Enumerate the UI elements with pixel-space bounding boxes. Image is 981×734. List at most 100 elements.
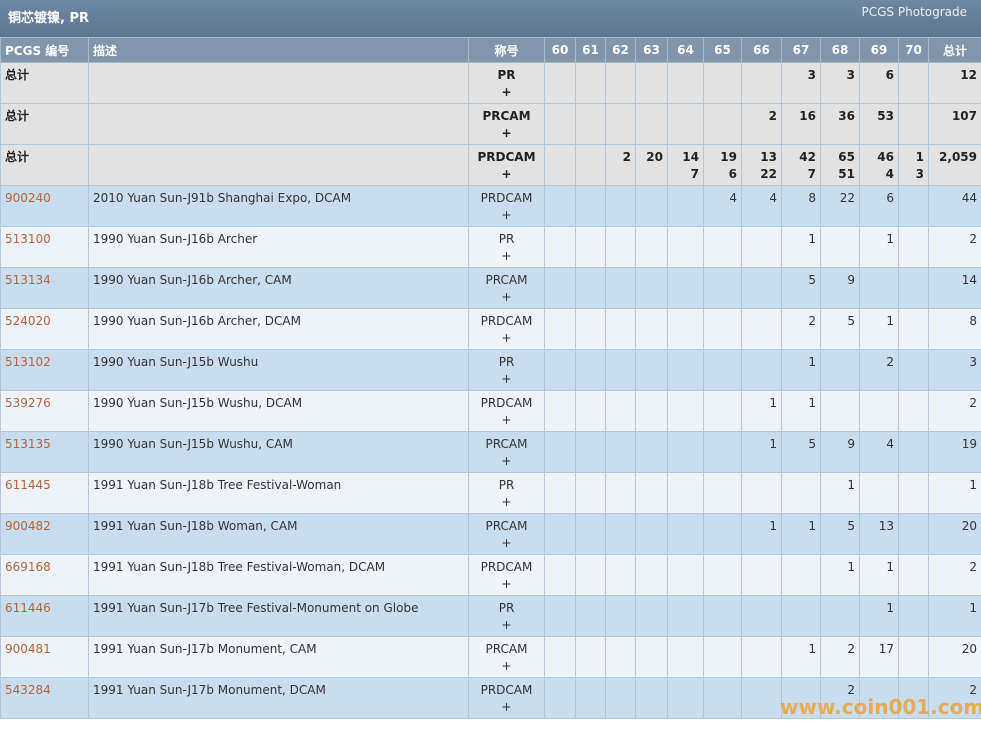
cell	[667, 554, 704, 596]
cell-text: 1990 Yuan Sun-J16b Archer, CAM	[93, 273, 292, 287]
expand-plus[interactable]: +	[501, 208, 512, 222]
expand-plus[interactable]: +	[501, 249, 512, 263]
expand-plus[interactable]: +	[501, 167, 512, 181]
cell: 5	[820, 513, 860, 555]
pcgs-number-link[interactable]: 900240	[5, 191, 51, 205]
cell: PR +	[468, 62, 545, 104]
cell-text: PR	[498, 232, 515, 246]
column-header: 描述	[88, 37, 469, 63]
grade-count: 4	[769, 191, 777, 205]
expand-plus[interactable]: +	[501, 618, 512, 632]
cell: PRDCAM +	[468, 390, 545, 432]
pcgs-number-link[interactable]: 513135	[5, 437, 51, 451]
expand-plus[interactable]: +	[501, 495, 512, 509]
grade-count: 2	[847, 642, 855, 656]
cell	[575, 390, 606, 432]
cell: PR +	[468, 226, 545, 268]
grade-count: 1	[808, 355, 816, 369]
expand-plus[interactable]: +	[501, 577, 512, 591]
cell	[667, 677, 704, 719]
cell: 2	[781, 308, 821, 350]
pcgs-number-link[interactable]: 539276	[5, 396, 51, 410]
cell: 53	[859, 103, 899, 145]
cell-text: PRDCAM	[480, 191, 533, 205]
cell	[703, 513, 742, 555]
coin-row: 524020 1990 Yuan Sun-J16b Archer, DCAM PRD…	[0, 308, 981, 350]
cell	[741, 62, 782, 104]
cell	[781, 595, 821, 637]
cell	[703, 226, 742, 268]
pcgs-number-link[interactable]: 513134	[5, 273, 51, 287]
expand-plus[interactable]: +	[501, 659, 512, 673]
pcgs-number-link[interactable]: 543284	[5, 683, 51, 697]
cell	[898, 513, 929, 555]
expand-plus[interactable]: +	[501, 290, 512, 304]
cell	[635, 349, 668, 391]
cell: 2	[605, 144, 636, 186]
expand-plus[interactable]: +	[501, 413, 512, 427]
cell	[898, 226, 929, 268]
cell: 2	[928, 226, 981, 268]
cell: 1	[781, 390, 821, 432]
cell: 2010 Yuan Sun-J91b Shanghai Expo, DCAM	[88, 185, 469, 227]
cell	[898, 431, 929, 473]
cell	[820, 390, 860, 432]
cell: 2	[820, 677, 860, 719]
pcgs-number-link[interactable]: 900481	[5, 642, 51, 656]
cell: 1991 Yuan Sun-J17b Monument, CAM	[88, 636, 469, 678]
column-header: 总计	[928, 37, 981, 63]
cell: 1990 Yuan Sun-J15b Wushu, CAM	[88, 431, 469, 473]
cell	[575, 431, 606, 473]
pop-table: PCGS 编号 描述 称号 60 61 62 63 64 65 66 67 68 69 70 总计 总计 PR…	[0, 37, 981, 719]
pcgs-number-link[interactable]: 513100	[5, 232, 51, 246]
expand-plus[interactable]: +	[501, 85, 512, 99]
pcgs-number-link[interactable]: 611445	[5, 478, 51, 492]
expand-plus[interactable]: +	[501, 536, 512, 550]
cell	[741, 636, 782, 678]
pcgs-number-link[interactable]: 900482	[5, 519, 51, 533]
grade-count: 1	[808, 519, 816, 533]
cell	[703, 636, 742, 678]
coin-row: 900240 2010 Yuan Sun-J91b Shanghai Expo, …	[0, 185, 981, 227]
cell: 36	[820, 103, 860, 145]
cell: 1991 Yuan Sun-J18b Tree Festival-Woman	[88, 472, 469, 514]
grade-count: 3	[807, 68, 816, 82]
cell: 总计	[0, 144, 89, 186]
cell-text: PRCAM	[485, 642, 528, 656]
pcgs-number-link[interactable]: 524020	[5, 314, 51, 328]
expand-plus[interactable]: +	[501, 331, 512, 345]
cell	[635, 677, 668, 719]
cell: PRCAM +	[468, 267, 545, 309]
cell	[741, 595, 782, 637]
cell-text: 1991 Yuan Sun-J17b Monument, DCAM	[93, 683, 326, 697]
grade-count: 2	[847, 683, 855, 697]
pcgs-number-link[interactable]: 669168	[5, 560, 51, 574]
cell	[88, 103, 469, 145]
cell: 1	[859, 554, 899, 596]
cell	[667, 226, 704, 268]
grade-count: 427	[799, 150, 816, 181]
expand-plus[interactable]: +	[501, 700, 512, 714]
cell	[575, 267, 606, 309]
cell	[635, 226, 668, 268]
expand-plus[interactable]: +	[501, 372, 512, 386]
grade-count: 107	[951, 109, 977, 123]
pcgs-number-link[interactable]: 611446	[5, 601, 51, 615]
cell: 14	[928, 267, 981, 309]
grade-count: 53	[877, 109, 894, 123]
cell: 611446	[0, 595, 89, 637]
cell	[575, 595, 606, 637]
expand-plus[interactable]: +	[501, 126, 512, 140]
cell: 2,059	[928, 144, 981, 186]
cell: 8	[928, 308, 981, 350]
cell	[703, 472, 742, 514]
cell	[667, 636, 704, 678]
cell: 6	[859, 62, 899, 104]
expand-plus[interactable]: +	[501, 454, 512, 468]
cell-text: PR	[498, 601, 515, 615]
pcgs-number-link[interactable]: 513102	[5, 355, 51, 369]
cell: 13	[859, 513, 899, 555]
photograde-link[interactable]: PCGS Photograde	[861, 5, 967, 19]
grade-count: 8	[808, 191, 816, 205]
cell-text: PRDCAM	[480, 560, 533, 574]
